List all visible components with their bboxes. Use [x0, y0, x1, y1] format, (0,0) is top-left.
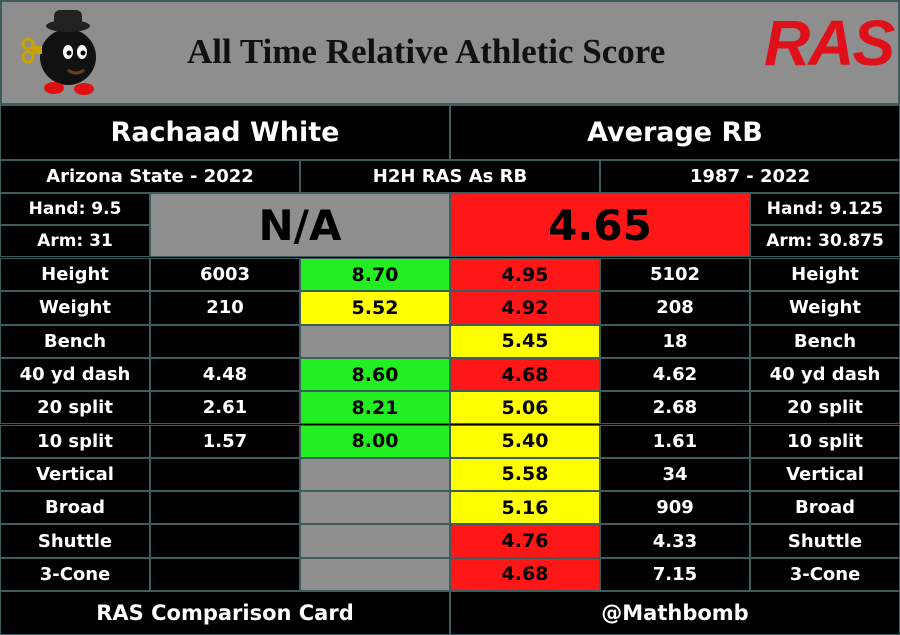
- player-value: 1.57: [150, 424, 300, 458]
- avg-score: 5.06: [450, 391, 600, 425]
- player-score: [300, 524, 450, 558]
- player-score: [300, 557, 450, 591]
- avg-score: 4.95: [450, 258, 600, 292]
- avg-value: 5102: [600, 258, 750, 292]
- player-value: [150, 457, 300, 492]
- comparison-arm: Arm: 30.875: [750, 225, 900, 257]
- metric-label: 20 split: [750, 391, 900, 425]
- comparison-hand: Hand: 9.125: [750, 193, 900, 225]
- player-score: [300, 491, 450, 525]
- player-value: [150, 557, 300, 591]
- avg-value: 34: [600, 457, 750, 492]
- metric-label: Height: [750, 258, 900, 292]
- avg-value: 18: [600, 324, 750, 358]
- player-value: 2.61: [150, 391, 300, 425]
- player-score: [300, 324, 450, 358]
- avg-score: 5.45: [450, 324, 600, 358]
- player-value: 6003: [150, 258, 300, 292]
- footer-right: @Mathbomb: [450, 591, 900, 635]
- player-ras: N/A: [150, 193, 450, 257]
- player-value: 210: [150, 291, 300, 325]
- mascot: [21, 10, 96, 95]
- player-arm: Arm: 31: [0, 225, 150, 257]
- header: All Time Relative Athletic Score RAS: [0, 0, 900, 105]
- school-year: Arizona State - 2022: [0, 160, 300, 193]
- metric-label: 3-Cone: [750, 557, 900, 591]
- player-value: 4.48: [150, 357, 300, 392]
- avg-value: 4.33: [600, 524, 750, 558]
- center-label: H2H RAS As RB: [300, 160, 600, 193]
- avg-value: 208: [600, 291, 750, 325]
- metric-label: Bench: [0, 324, 150, 358]
- metric-label: 10 split: [0, 424, 150, 458]
- player-score: 8.70: [300, 258, 450, 292]
- player-name: Rachaad White: [0, 105, 450, 160]
- metric-label: 3-Cone: [0, 557, 150, 591]
- metric-label: Vertical: [0, 457, 150, 492]
- metric-label: Bench: [750, 324, 900, 358]
- avg-value: 909: [600, 491, 750, 525]
- metric-label: 10 split: [750, 424, 900, 458]
- player-score: 5.52: [300, 291, 450, 325]
- player-value: [150, 524, 300, 558]
- metric-label: Vertical: [750, 457, 900, 492]
- metric-label: 20 split: [0, 391, 150, 425]
- avg-score: 5.16: [450, 491, 600, 525]
- avg-score: 4.92: [450, 291, 600, 325]
- footer-left: RAS Comparison Card: [0, 591, 450, 635]
- logo: RAS: [764, 7, 895, 79]
- player-value: [150, 491, 300, 525]
- avg-value: 1.61: [600, 424, 750, 458]
- avg-score: 4.68: [450, 357, 600, 392]
- player-hand: Hand: 9.5: [0, 193, 150, 225]
- avg-value: 2.68: [600, 391, 750, 425]
- player-score: [300, 457, 450, 492]
- metric-label: Shuttle: [750, 524, 900, 558]
- player-score: 8.60: [300, 357, 450, 392]
- metric-label: Weight: [750, 291, 900, 325]
- metric-label: Broad: [750, 491, 900, 525]
- metric-label: Broad: [0, 491, 150, 525]
- years: 1987 - 2022: [600, 160, 900, 193]
- player-score: 8.21: [300, 391, 450, 425]
- metric-label: 40 yd dash: [0, 357, 150, 392]
- metric-label: Shuttle: [0, 524, 150, 558]
- metric-label: Weight: [0, 291, 150, 325]
- avg-value: 7.15: [600, 557, 750, 591]
- player-score: 8.00: [300, 424, 450, 458]
- comparison-name: Average RB: [450, 105, 900, 160]
- metric-label: 40 yd dash: [750, 357, 900, 392]
- comparison-ras: 4.65: [450, 193, 750, 257]
- avg-value: 4.62: [600, 357, 750, 392]
- avg-score: 5.58: [450, 457, 600, 492]
- metric-label: Height: [0, 258, 150, 292]
- player-value: [150, 324, 300, 358]
- avg-score: 4.76: [450, 524, 600, 558]
- title: All Time Relative Athletic Score: [187, 32, 666, 71]
- avg-score: 5.40: [450, 424, 600, 458]
- avg-score: 4.68: [450, 557, 600, 591]
